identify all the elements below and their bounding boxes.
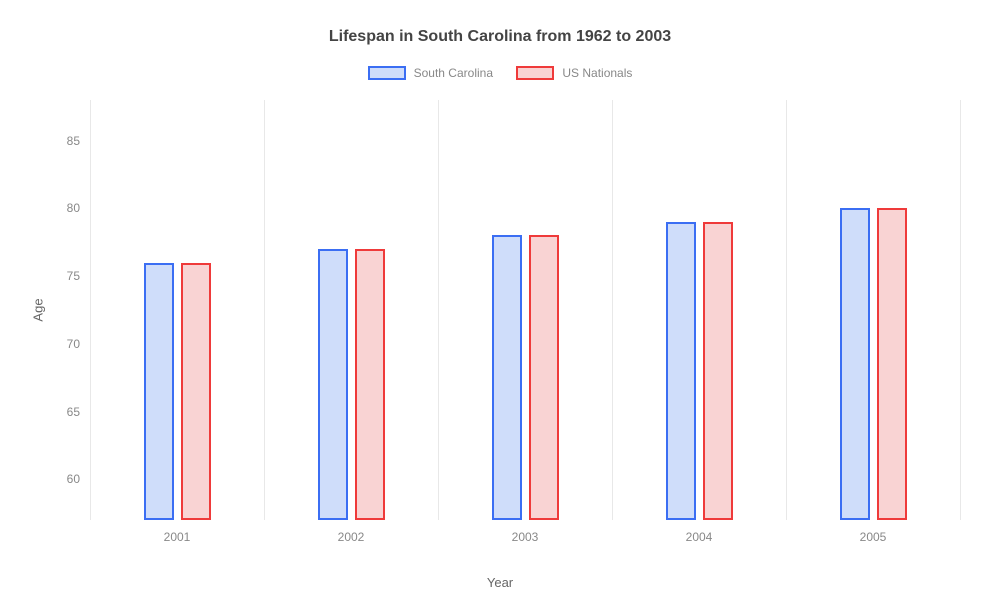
bar <box>666 222 696 520</box>
legend-label: US Nationals <box>562 66 632 80</box>
chart-title: Lifespan in South Carolina from 1962 to … <box>0 28 1000 46</box>
bar <box>318 249 348 520</box>
grid-line <box>438 100 439 520</box>
legend-label: South Carolina <box>414 66 493 80</box>
y-tick-label: 70 <box>50 337 80 351</box>
bar <box>144 263 174 520</box>
plot-area: 20012002200320042005606570758085 <box>90 100 960 520</box>
legend-swatch-0 <box>368 66 406 80</box>
y-tick-label: 75 <box>50 269 80 283</box>
grid-line <box>612 100 613 520</box>
legend: South Carolina US Nationals <box>0 66 1000 83</box>
bar <box>355 249 385 520</box>
y-tick-label: 85 <box>50 134 80 148</box>
y-tick-label: 60 <box>50 472 80 486</box>
legend-item: South Carolina <box>368 66 493 80</box>
chart-container: Lifespan in South Carolina from 1962 to … <box>0 0 1000 600</box>
x-tick-label: 2005 <box>860 530 887 544</box>
y-axis-label: Age <box>31 298 46 321</box>
grid-line <box>90 100 91 520</box>
grid-line <box>264 100 265 520</box>
x-tick-label: 2001 <box>164 530 191 544</box>
bar <box>840 208 870 520</box>
y-tick-label: 65 <box>50 405 80 419</box>
bar <box>877 208 907 520</box>
x-tick-label: 2003 <box>512 530 539 544</box>
x-axis-label: Year <box>487 575 513 590</box>
y-tick-label: 80 <box>50 201 80 215</box>
x-tick-label: 2004 <box>686 530 713 544</box>
x-tick-label: 2002 <box>338 530 365 544</box>
bar <box>529 235 559 520</box>
legend-swatch-1 <box>516 66 554 80</box>
bar <box>181 263 211 520</box>
grid-line <box>960 100 961 520</box>
grid-line <box>786 100 787 520</box>
legend-item: US Nationals <box>516 66 632 80</box>
bar <box>703 222 733 520</box>
bar <box>492 235 522 520</box>
